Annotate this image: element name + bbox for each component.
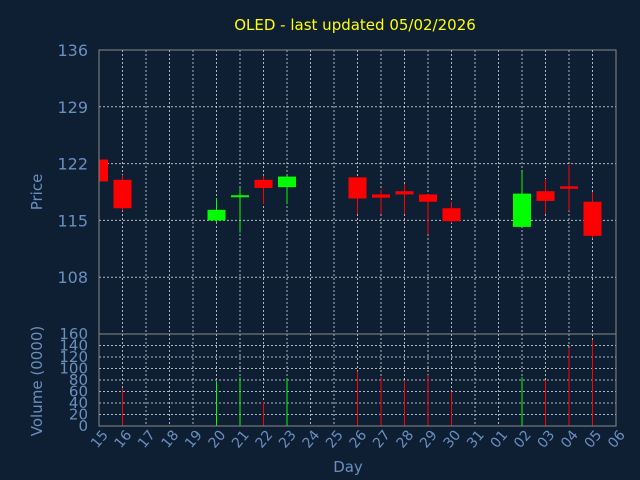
x-axis-label: Day (333, 458, 363, 476)
x-tick-label: 26 (347, 427, 371, 451)
candle-body (560, 186, 578, 189)
x-tick-label: 31 (464, 427, 488, 451)
candle-body (395, 191, 414, 195)
volume-tick-label: 60 (69, 383, 88, 401)
volume-tick-label: 160 (59, 325, 88, 343)
candle-body (113, 179, 132, 209)
volume-bars (122, 339, 593, 426)
x-tick-label: 22 (253, 427, 277, 451)
x-tick-label: 15 (88, 427, 112, 451)
candle-body (372, 194, 390, 198)
candle-body (207, 209, 226, 221)
x-tick-label: 06 (605, 427, 629, 451)
volume-axis-label: Volume (0000) (28, 326, 46, 436)
volume-tick-label: 120 (59, 348, 88, 366)
x-tick-label: 20 (206, 427, 230, 451)
x-tick-label: 24 (300, 427, 324, 451)
x-tick-label: 16 (112, 427, 136, 451)
candle-body (513, 193, 531, 227)
x-tick-label: 28 (394, 427, 418, 451)
x-tick-label: 04 (558, 427, 582, 451)
candle-body (99, 159, 108, 182)
x-tick-label: 17 (135, 427, 159, 451)
volume-panel-frame (98, 333, 617, 427)
price-tick-label: 108 (57, 268, 88, 287)
x-tick-label: 27 (370, 427, 394, 451)
chart-title: OLED - last updated 05/02/2026 (234, 16, 476, 34)
volume-tick-label: 140 (59, 337, 88, 355)
grid-layer (99, 50, 616, 426)
price-tick-label: 129 (57, 98, 88, 117)
x-tick-label: 21 (229, 427, 253, 451)
x-tick-label: 18 (159, 427, 183, 451)
x-tick-label: 30 (441, 427, 465, 451)
x-tick-label: 19 (182, 427, 206, 451)
candle-body (278, 176, 296, 188)
candle-body (254, 179, 273, 188)
volume-tick-label: 100 (59, 360, 88, 378)
candle-body (231, 195, 249, 198)
price-tick-label: 122 (57, 155, 88, 174)
candle-body (348, 177, 367, 199)
price-tick-label: 115 (57, 211, 88, 230)
candle-body (583, 201, 602, 236)
volume-tick-label: 80 (69, 371, 88, 389)
x-tick-label: 25 (323, 427, 347, 451)
volume-tick-label: 0 (78, 417, 88, 435)
x-tick-label: 29 (417, 427, 441, 451)
y-axis-label: Price (28, 174, 46, 211)
x-tick-label: 05 (582, 427, 606, 451)
x-tick-label: 23 (276, 427, 300, 451)
price-tick-label: 136 (57, 41, 88, 60)
volume-tick-label: 40 (69, 394, 88, 412)
candle-body (419, 194, 437, 202)
x-tick-label: 01 (488, 427, 512, 451)
x-tick-label: 02 (511, 427, 535, 451)
x-tick-label: 03 (535, 427, 559, 451)
volume-tick-label: 20 (69, 406, 88, 424)
price-candles (98, 159, 602, 239)
candle-body (536, 191, 555, 201)
candle-body (442, 208, 461, 222)
